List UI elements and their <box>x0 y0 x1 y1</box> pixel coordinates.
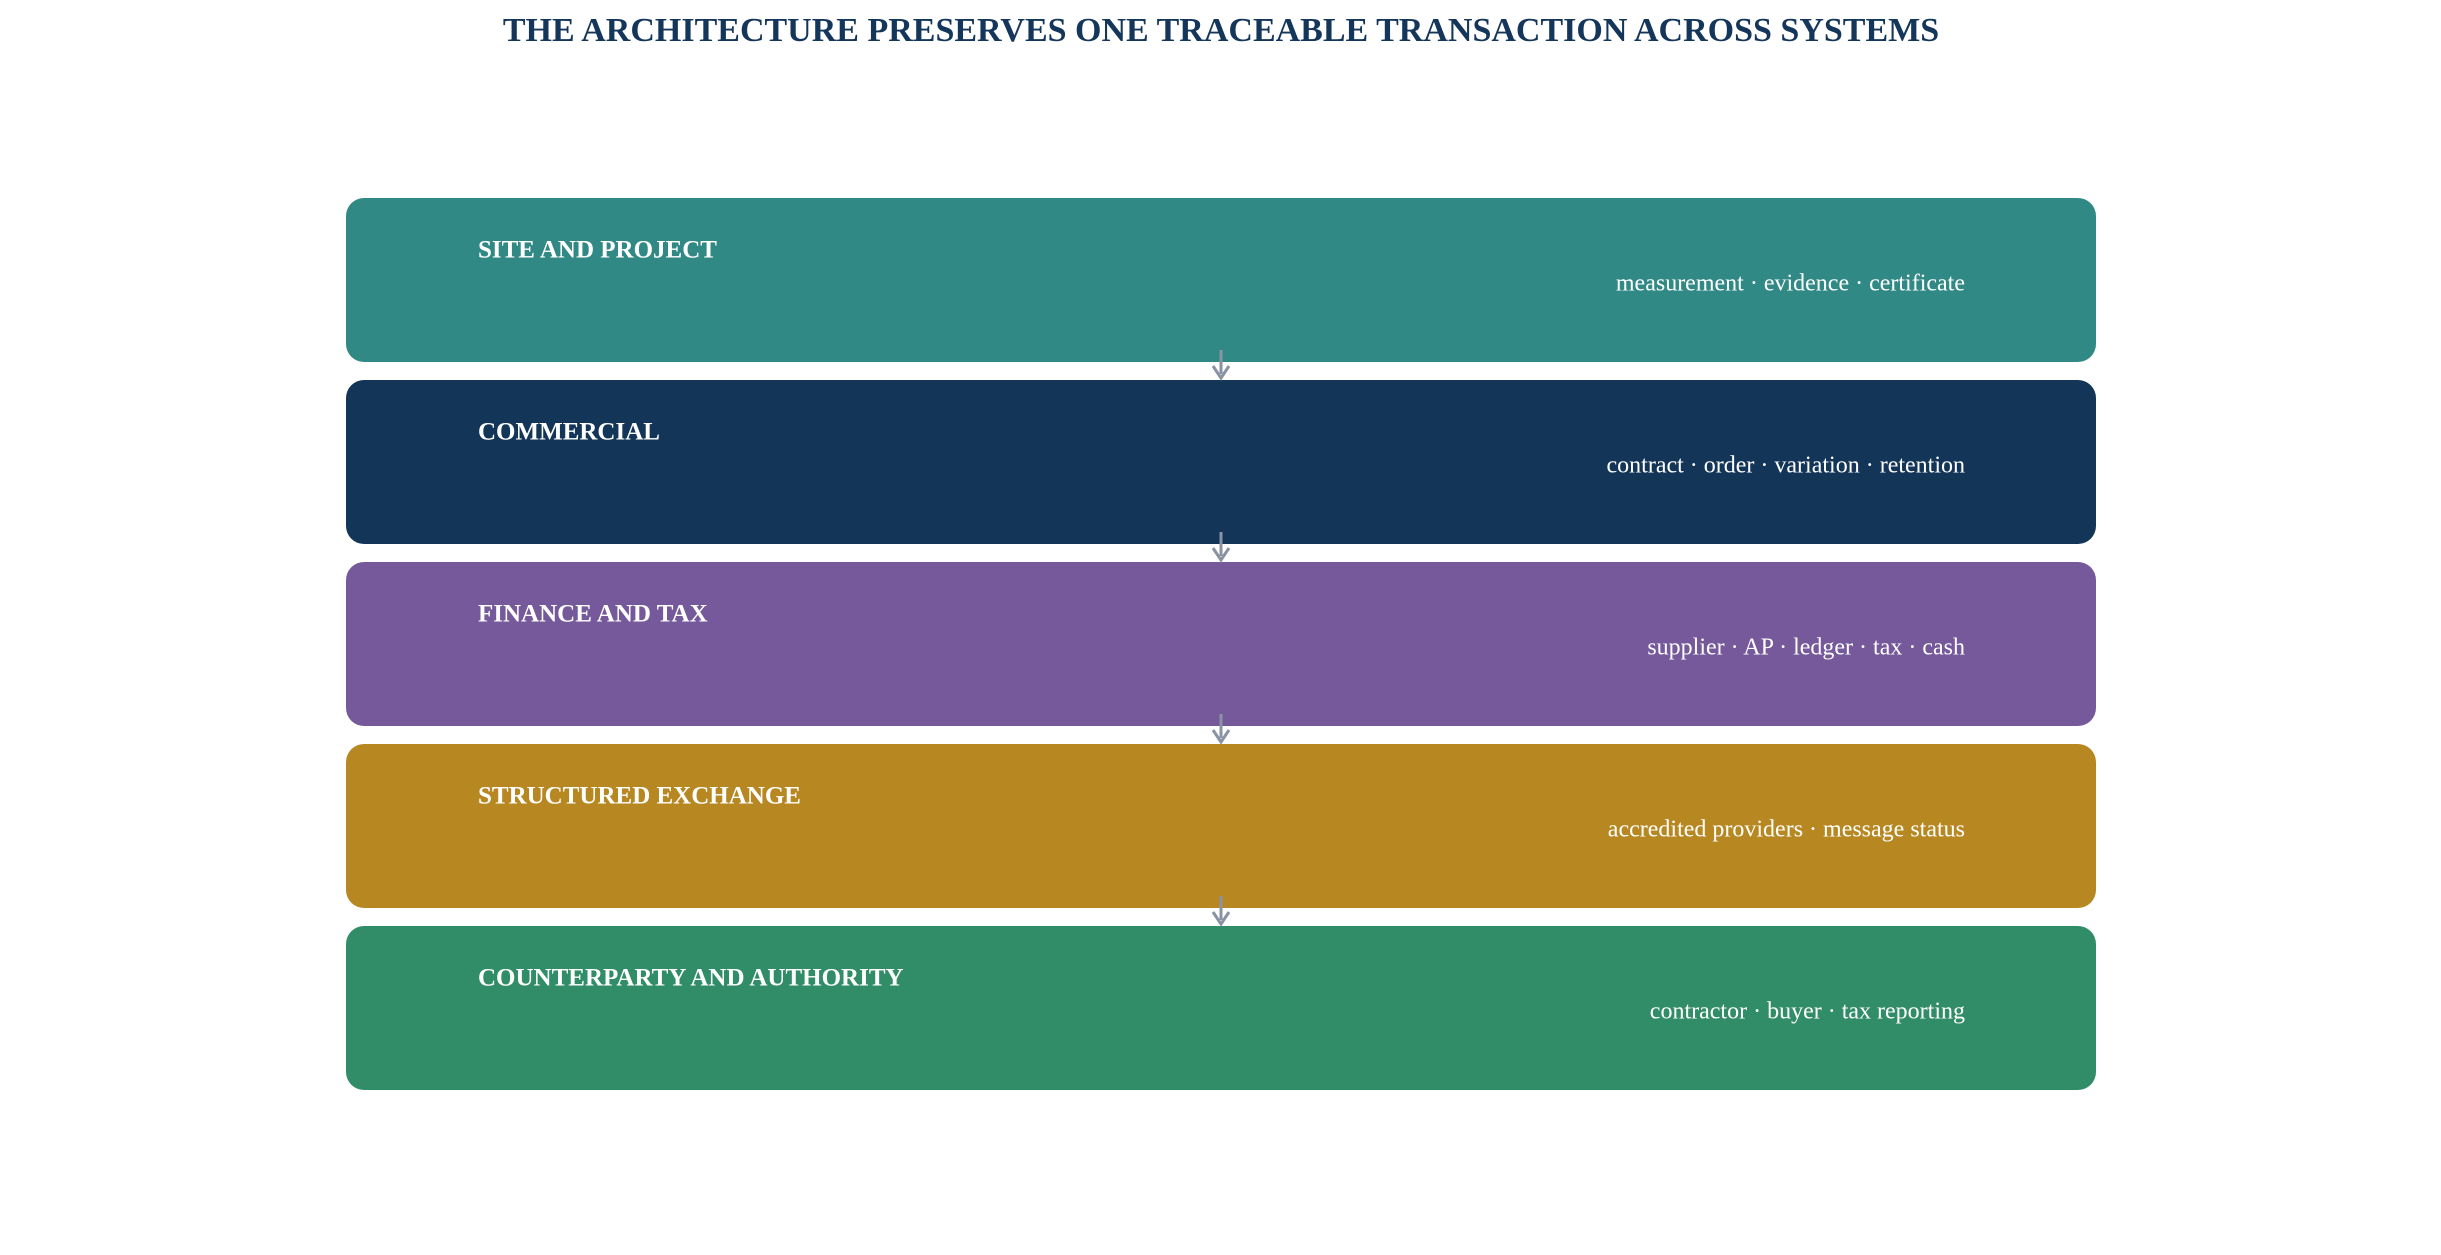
layer-box <box>346 744 2096 908</box>
arrow-head <box>1211 547 1231 563</box>
layer-items: measurement · evidence · certificate <box>1616 271 1965 297</box>
layer-items: contract · order · variation · retention <box>1607 453 1966 479</box>
layer-label: FINANCE AND TAX <box>478 601 708 628</box>
layer-items: accredited providers · message status <box>1608 817 1965 843</box>
layer-box <box>346 926 2096 1090</box>
layer-label: COMMERCIAL <box>478 419 660 446</box>
layer-label: COUNTERPARTY AND AUTHORITY <box>478 965 904 992</box>
arrow-head <box>1211 365 1231 381</box>
layer-box <box>346 380 2096 544</box>
layer-items: contractor · buyer · tax reporting <box>1650 999 1965 1025</box>
layer-box <box>346 562 2096 726</box>
arrow-head <box>1211 911 1231 927</box>
layer-label: SITE AND PROJECT <box>478 237 717 264</box>
title: THE ARCHITECTURE PRESERVES ONE TRACEABLE… <box>503 12 1939 49</box>
layer-box <box>346 198 2096 362</box>
layer-label: STRUCTURED EXCHANGE <box>478 783 801 810</box>
arrow-head <box>1211 729 1231 745</box>
layer-items: supplier · AP · ledger · tax · cash <box>1647 635 1965 661</box>
